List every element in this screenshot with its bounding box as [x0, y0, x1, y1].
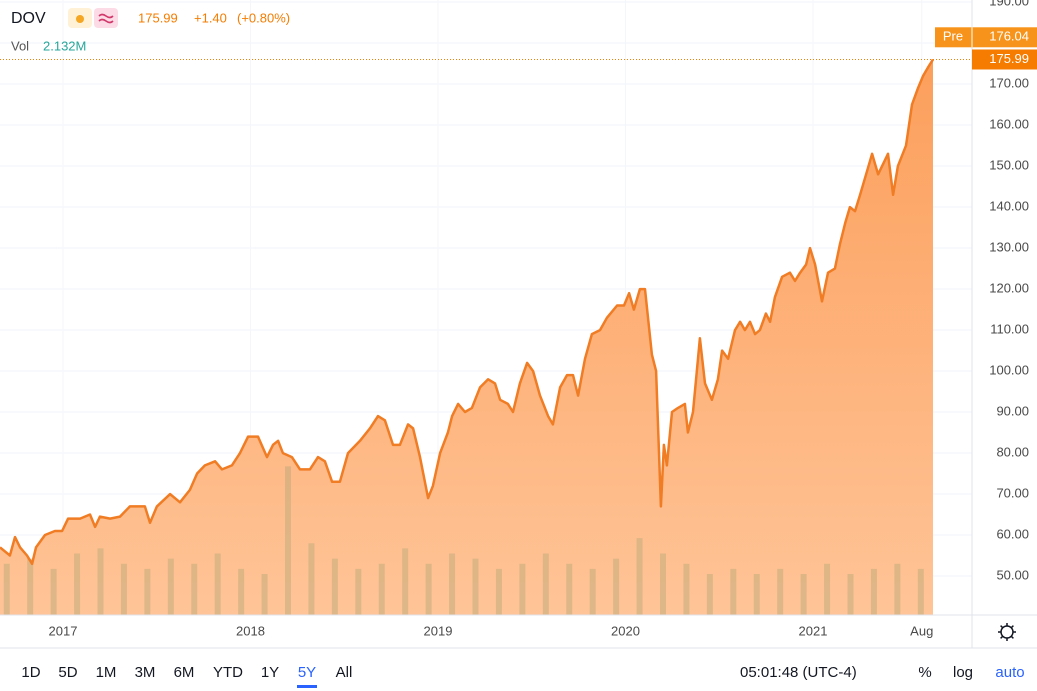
x-tick-label: Aug — [910, 623, 933, 638]
range-button[interactable]: 6M — [174, 664, 195, 681]
range-button[interactable]: 3M — [135, 664, 156, 681]
volume-bar — [144, 568, 151, 615]
volume-bar — [308, 543, 315, 615]
x-tick-label: 2020 — [611, 623, 640, 638]
y-tick-label: 170.00 — [989, 75, 1029, 90]
x-tick-label: 2021 — [799, 623, 828, 638]
x-tick-label: 2017 — [49, 623, 78, 638]
volume-bar — [660, 553, 666, 615]
volume-bar — [378, 563, 385, 615]
volume-bar — [683, 563, 690, 615]
volume-bar — [847, 574, 854, 615]
range-button[interactable]: 5D — [58, 664, 77, 681]
delay-icon — [94, 8, 118, 28]
volume-bar — [495, 568, 502, 615]
volume-bar — [74, 553, 81, 615]
volume-value: 2.132M — [43, 38, 86, 53]
volume-bar — [566, 563, 573, 615]
range-button[interactable]: All — [336, 664, 353, 681]
volume-bar — [3, 563, 10, 615]
volume-bar — [285, 466, 291, 615]
volume-label: Vol — [11, 38, 29, 53]
y-tick-label: 190.00 — [989, 0, 1029, 8]
last-price-badge — [972, 49, 1037, 70]
range-button[interactable]: 5Y — [298, 664, 316, 681]
y-tick-label: 160.00 — [989, 116, 1029, 131]
volume-bar — [50, 568, 57, 615]
x-tick-label: 2018 — [236, 623, 265, 638]
y-tick-label: 120.00 — [989, 280, 1029, 295]
pre-price-badge — [935, 27, 1037, 48]
volume-bar — [870, 568, 877, 615]
volume-bar — [331, 558, 338, 615]
y-tick-label: 80.00 — [996, 444, 1029, 459]
volume-bar — [519, 563, 526, 615]
clock: 05:01:48 (UTC-4) — [740, 664, 857, 681]
price-line — [0, 58, 935, 566]
volume-bar — [191, 563, 198, 615]
pre-price-label: 176.04 — [989, 29, 1029, 44]
volume-bar — [777, 568, 784, 615]
volume-bar — [613, 558, 620, 615]
delay-glyph — [98, 13, 114, 24]
volume-bar — [355, 568, 362, 615]
volume-bar — [167, 558, 174, 615]
x-tick-label: 2019 — [424, 623, 453, 638]
range-button[interactable]: 1D — [21, 664, 40, 681]
sun-icon — [76, 15, 84, 23]
last-price: 175.99 — [138, 10, 178, 25]
percent-change: (+0.80%) — [237, 10, 290, 25]
volume-bar — [636, 538, 643, 615]
volume-bar — [261, 574, 268, 615]
symbol: DOV — [11, 10, 46, 27]
volume-bar — [120, 563, 127, 615]
pre-label: Pre — [943, 29, 963, 44]
y-tick-label: 140.00 — [989, 198, 1029, 213]
range-button[interactable]: 1Y — [261, 664, 279, 681]
volume-bar — [894, 563, 901, 615]
volume-bar — [730, 568, 737, 615]
range-underline — [297, 685, 317, 688]
volume-bar — [706, 574, 713, 615]
price-change: +1.40 — [194, 10, 227, 25]
range-button[interactable]: YTD — [213, 664, 243, 681]
y-tick-label: 50.00 — [996, 567, 1029, 582]
volume-bar — [214, 553, 221, 615]
legend-header: DOV 175.99 +1.40 (+0.80%) Vol 2.132M — [11, 8, 290, 53]
y-tick-label: 100.00 — [989, 362, 1029, 377]
y-tick-label: 70.00 — [996, 485, 1029, 500]
volume-bar — [800, 574, 807, 615]
volume-bar — [753, 574, 760, 615]
volume-bar — [238, 568, 245, 615]
volume-bar — [917, 568, 924, 615]
volume-bar — [472, 558, 479, 615]
y-tick-label: 90.00 — [996, 403, 1029, 418]
y-tick-label: 110.00 — [990, 321, 1029, 336]
volume-bar — [97, 548, 104, 615]
toolbar: 1D 5D 1M 3M 6M YTD 1Y 5Y All 05:01:48 (UTC-4)% log… — [21, 664, 1025, 688]
settings-icon[interactable] — [998, 623, 1016, 641]
percent-toggle[interactable]: % — [918, 664, 931, 681]
volume-bar — [402, 548, 409, 615]
volume-bar — [589, 568, 596, 615]
log-toggle[interactable]: log — [953, 664, 973, 681]
last-price-label: 175.99 — [989, 51, 1029, 66]
volume-bar — [425, 563, 432, 615]
range-button[interactable]: 1M — [96, 664, 117, 681]
y-tick-label: 150.00 — [989, 157, 1029, 172]
y-tick-label: 60.00 — [996, 526, 1029, 541]
volume-bar — [27, 558, 34, 615]
gear-teeth — [998, 623, 1016, 641]
y-tick-label: 130.00 — [989, 239, 1029, 254]
price-area — [0, 59, 933, 615]
volume-bar — [449, 553, 456, 615]
auto-toggle[interactable]: auto — [995, 664, 1024, 681]
volume-bar — [542, 553, 549, 615]
volume-bar — [824, 563, 831, 615]
